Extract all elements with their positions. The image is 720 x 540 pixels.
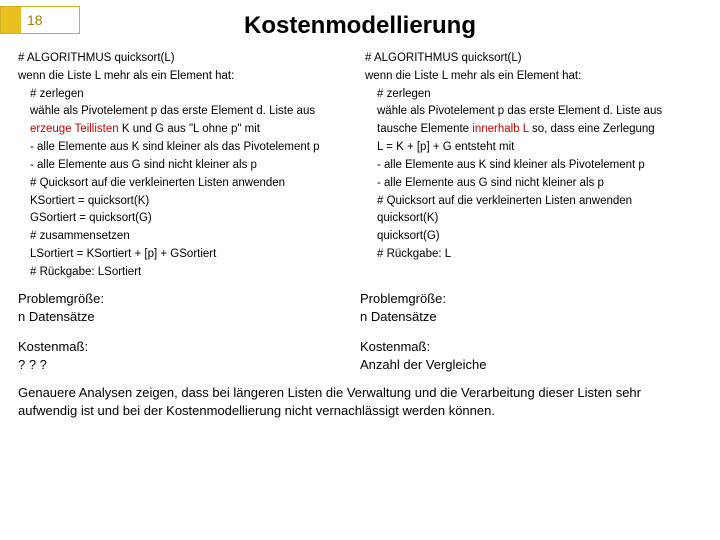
code-line: wenn die Liste L mehr als ein Element ha… bbox=[365, 68, 706, 86]
code-line: tausche Elemente innerhalb L so, dass ei… bbox=[365, 121, 706, 139]
code-text: so, dass eine Zerlegung bbox=[529, 123, 655, 135]
code-line: quicksort(K) bbox=[365, 210, 706, 228]
highlight-text: innerhalb L bbox=[472, 123, 528, 135]
code-line: # zusammensetzen bbox=[18, 228, 359, 246]
code-line: # Rückgabe: L bbox=[365, 246, 706, 264]
code-line: wenn die Liste L mehr als ein Element ha… bbox=[18, 68, 359, 86]
summary-value: n Datensätze bbox=[360, 308, 702, 326]
code-line: LSortiert = KSortiert + [p] + GSortiert bbox=[18, 246, 359, 264]
summary-value: n Datensätze bbox=[18, 308, 360, 326]
summary-cell: Kostenmaß: Anzahl der Vergleiche bbox=[360, 338, 702, 374]
conclusion-text: Genauere Analysen zeigen, dass bei länge… bbox=[0, 378, 720, 419]
code-line: # Quicksort auf die verkleinerten Listen… bbox=[365, 193, 706, 211]
right-algorithm: # ALGORITHMUS quicksort(L) wenn die List… bbox=[365, 50, 706, 282]
problem-size-row: Problemgröße: n Datensätze Problemgröße:… bbox=[0, 282, 720, 330]
summary-label: Kostenmaß: bbox=[18, 338, 360, 356]
code-line: # zerlegen bbox=[18, 86, 359, 104]
code-line: - alle Elemente aus G sind nicht kleiner… bbox=[365, 175, 706, 193]
highlight-text: erzeuge Teillisten bbox=[30, 123, 119, 135]
code-line: - alle Elemente aus G sind nicht kleiner… bbox=[18, 157, 359, 175]
summary-label: Kostenmaß: bbox=[360, 338, 702, 356]
algorithm-columns: # ALGORITHMUS quicksort(L) wenn die List… bbox=[0, 50, 720, 282]
code-line: wähle als Pivotelement p das erste Eleme… bbox=[365, 103, 706, 121]
code-line: L = K + [p] + G entsteht mit bbox=[365, 139, 706, 157]
code-line: KSortiert = quicksort(K) bbox=[18, 193, 359, 211]
code-line: quicksort(G) bbox=[365, 228, 706, 246]
code-line: # Rückgabe: LSortiert bbox=[18, 264, 359, 282]
code-line: # ALGORITHMUS quicksort(L) bbox=[18, 50, 359, 68]
left-algorithm: # ALGORITHMUS quicksort(L) wenn die List… bbox=[18, 50, 359, 282]
page-title: Kostenmodellierung bbox=[0, 12, 720, 40]
code-line: # zerlegen bbox=[365, 86, 706, 104]
summary-cell: Problemgröße: n Datensätze bbox=[360, 290, 702, 326]
code-line: - alle Elemente aus K sind kleiner als d… bbox=[18, 139, 359, 157]
code-text: K und G aus "L ohne p" mit bbox=[119, 123, 260, 135]
code-text: tausche Elemente bbox=[377, 123, 472, 135]
code-line: - alle Elemente aus K sind kleiner als P… bbox=[365, 157, 706, 175]
cost-measure-row: Kostenmaß: ? ? ? Kostenmaß: Anzahl der V… bbox=[0, 330, 720, 378]
summary-value: ? ? ? bbox=[18, 356, 360, 374]
summary-label: Problemgröße: bbox=[360, 290, 702, 308]
slide-header: 18 Kostenmodellierung bbox=[0, 0, 720, 50]
summary-cell: Problemgröße: n Datensätze bbox=[18, 290, 360, 326]
summary-label: Problemgröße: bbox=[18, 290, 360, 308]
code-line: erzeuge Teillisten K und G aus "L ohne p… bbox=[18, 121, 359, 139]
summary-value: Anzahl der Vergleiche bbox=[360, 356, 702, 374]
code-line: # Quicksort auf die verkleinerten Listen… bbox=[18, 175, 359, 193]
code-line: wähle als Pivotelement p das erste Eleme… bbox=[18, 103, 359, 121]
code-line: # ALGORITHMUS quicksort(L) bbox=[365, 50, 706, 68]
code-line: GSortiert = quicksort(G) bbox=[18, 210, 359, 228]
summary-cell: Kostenmaß: ? ? ? bbox=[18, 338, 360, 374]
